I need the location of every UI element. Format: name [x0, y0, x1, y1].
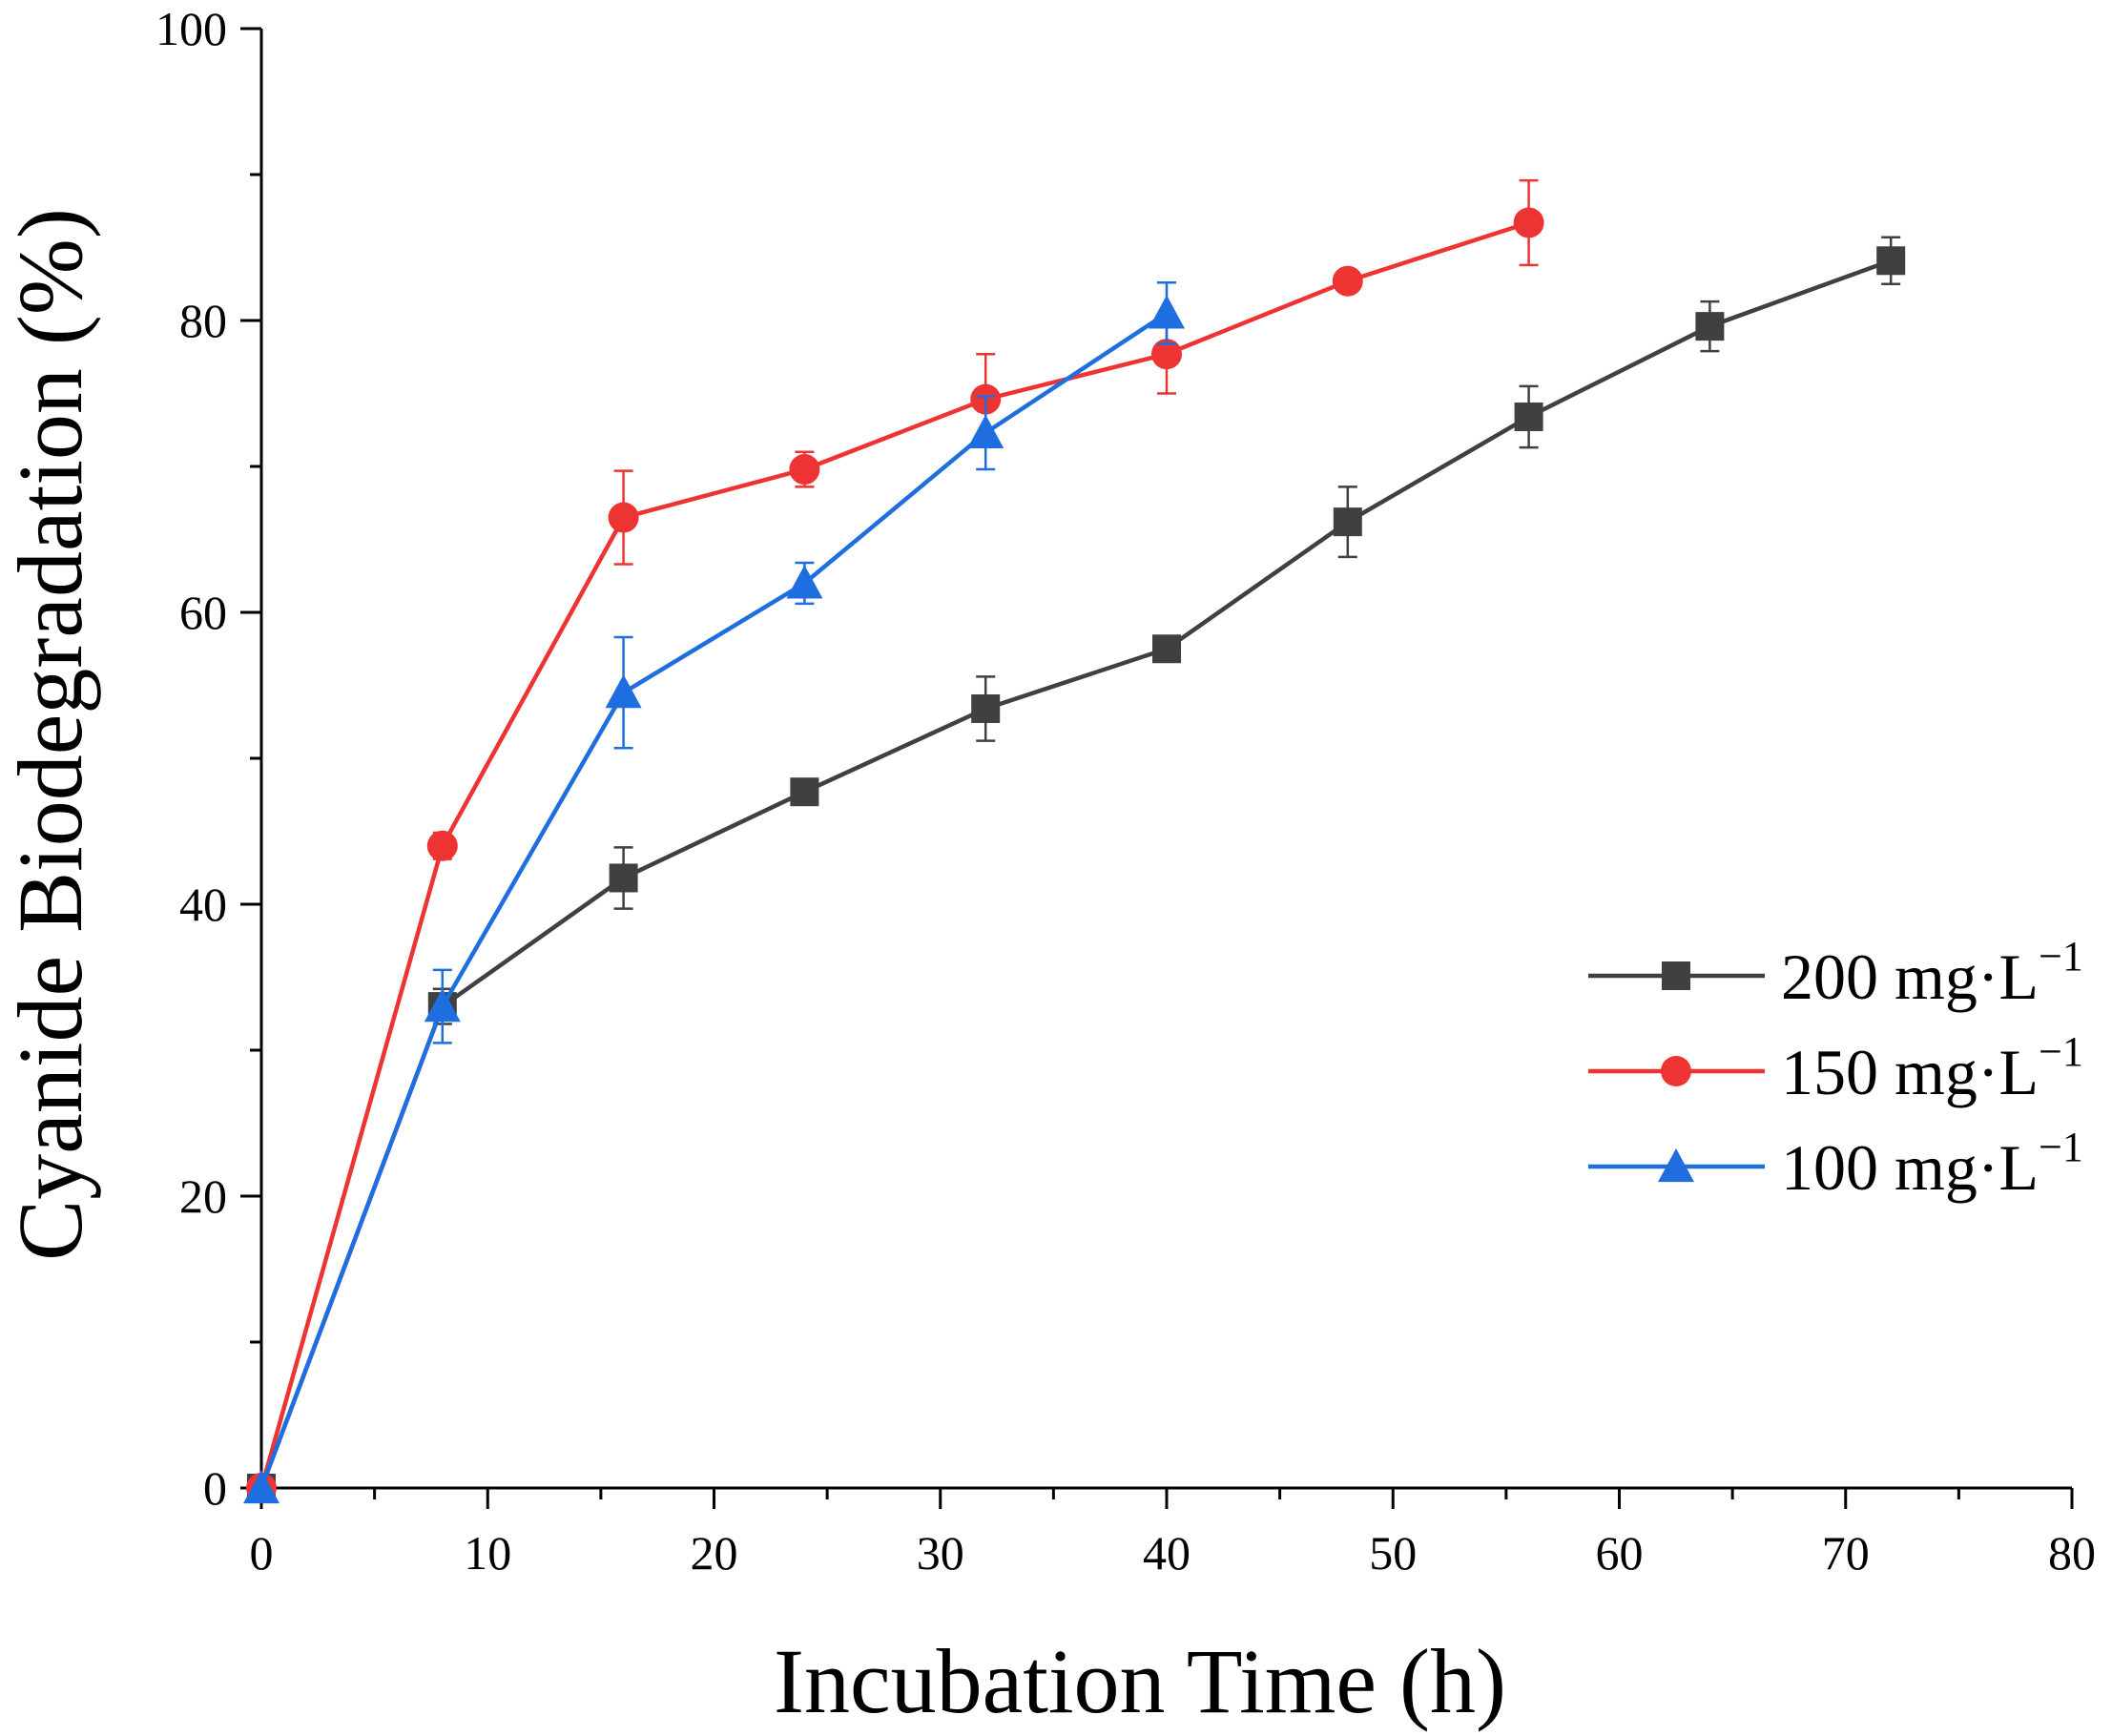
data-point-200: [971, 693, 1001, 723]
data-point-200: [1695, 312, 1725, 341]
legend-item-200: 200 mg·L−1: [1588, 933, 2083, 1013]
data-point-150: [426, 830, 458, 861]
x-tick-label: 10: [464, 1526, 511, 1580]
legend-label-superscript: −1: [2039, 933, 2083, 980]
y-tick-label: 60: [179, 586, 227, 639]
data-point-200: [1514, 402, 1543, 431]
legend-swatch-marker: [1661, 1056, 1691, 1086]
legend-label: 150 mg·L−1: [1781, 1028, 2083, 1108]
x-axis-title: Incubation Time (h): [774, 1630, 1506, 1732]
x-tick-label: 40: [1143, 1526, 1191, 1580]
y-tick-label: 80: [179, 294, 227, 347]
legend-item-100: 100 mg·L−1: [1588, 1124, 2083, 1204]
legend-swatch-marker: [1662, 961, 1690, 990]
data-point-100: [424, 988, 461, 1023]
legend-label-superscript: −1: [2039, 1028, 2083, 1075]
series-150: [246, 178, 1544, 1503]
data-point-200: [1333, 507, 1362, 537]
y-axis-title: Cyanide Biodegradation (%): [0, 208, 101, 1261]
legend-label: 200 mg·L−1: [1781, 933, 2083, 1013]
data-point-150: [1151, 339, 1182, 370]
legend-swatch-marker: [1658, 1148, 1694, 1183]
y-tick-label: 20: [179, 1169, 227, 1223]
x-tick-label: 50: [1369, 1526, 1417, 1580]
data-point-150: [1332, 265, 1363, 297]
data-point-200: [609, 863, 638, 893]
data-point-100: [1149, 295, 1185, 329]
data-point-100: [243, 1470, 280, 1504]
data-point-200: [790, 777, 819, 807]
data-point-150: [1513, 207, 1544, 238]
series-line-200: [259, 258, 1892, 1489]
series-100: [243, 280, 1185, 1504]
y-tick-label: 40: [179, 878, 227, 931]
series-line-100: [259, 311, 1169, 1489]
data-point-150: [789, 454, 820, 486]
series-line-150: [259, 220, 1530, 1489]
x-tick-label: 20: [691, 1526, 738, 1580]
data-point-100: [967, 414, 1004, 448]
data-point-100: [605, 674, 642, 709]
legend: 200 mg·L−1 150 mg·L−1 100 mg·L−1: [1588, 933, 2083, 1204]
x-tick-label: 0: [250, 1526, 274, 1580]
series-layer: [243, 178, 1906, 1504]
data-point-100: [786, 565, 823, 599]
data-point-200: [1152, 634, 1181, 664]
x-tick-label: 30: [917, 1526, 964, 1580]
x-tick-label: 80: [2048, 1526, 2096, 1580]
legend-label-superscript: −1: [2039, 1124, 2083, 1170]
y-tick-label: 100: [155, 2, 227, 55]
series-200: [247, 236, 1906, 1502]
legend-label: 100 mg·L−1: [1781, 1124, 2083, 1204]
y-tick-label: 0: [203, 1461, 227, 1515]
x-tick-label: 70: [1822, 1526, 1870, 1580]
legend-item-150: 150 mg·L−1: [1588, 1028, 2083, 1108]
data-point-200: [1876, 246, 1906, 276]
data-point-150: [608, 502, 639, 533]
axes: 0 10 20 30 40 50 60 70 80 0 20 40 60 80 100: [155, 2, 2096, 1580]
x-tick-label: 60: [1596, 1526, 1644, 1580]
